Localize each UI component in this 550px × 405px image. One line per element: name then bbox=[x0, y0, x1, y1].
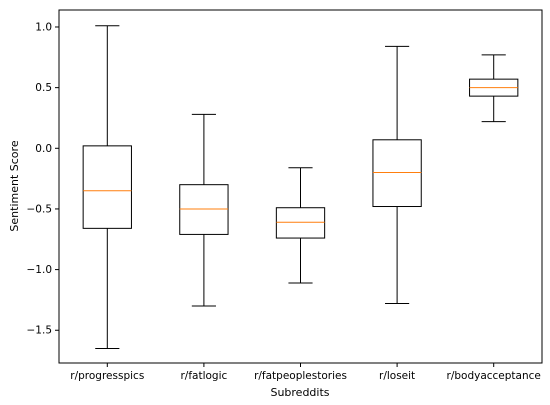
y-axis-label: Sentiment Score bbox=[8, 140, 21, 231]
iqr-box bbox=[82, 145, 132, 229]
y-axis: 1.0 0.5 0.0 −0.5 −1.0 −1.5 bbox=[27, 21, 59, 337]
box-r-fatpeoplestories bbox=[275, 167, 326, 284]
x-tick-label: r/fatpeoplestories bbox=[254, 370, 347, 382]
x-tick-label: r/progresspics bbox=[70, 370, 144, 382]
iqr-box bbox=[372, 139, 422, 208]
x-axis-label: Subreddits bbox=[270, 386, 329, 399]
boxes-group bbox=[82, 25, 519, 349]
x-tick-label: r/loseit bbox=[379, 370, 415, 382]
x-tick-label: r/bodyacceptance bbox=[447, 370, 541, 382]
box-r-bodyacceptance bbox=[469, 54, 519, 123]
y-tick-label: 1.0 bbox=[35, 21, 52, 33]
iqr-box bbox=[275, 207, 326, 239]
y-tick-label: −0.5 bbox=[27, 203, 53, 215]
box-r-loseit bbox=[372, 45, 422, 305]
y-tick-label: −1.5 bbox=[27, 325, 53, 337]
iqr-box bbox=[179, 184, 229, 235]
x-tick-label: r/fatlogic bbox=[180, 370, 227, 382]
y-tick-label: 0.0 bbox=[35, 143, 52, 155]
box-r-fatlogic bbox=[179, 113, 229, 307]
box-r-progresspics bbox=[82, 25, 132, 349]
x-axis: r/progresspics r/fatlogic r/fatpeoplestori… bbox=[70, 363, 541, 382]
y-tick-label: 0.5 bbox=[35, 82, 52, 94]
y-tick-label: −1.0 bbox=[27, 264, 53, 276]
